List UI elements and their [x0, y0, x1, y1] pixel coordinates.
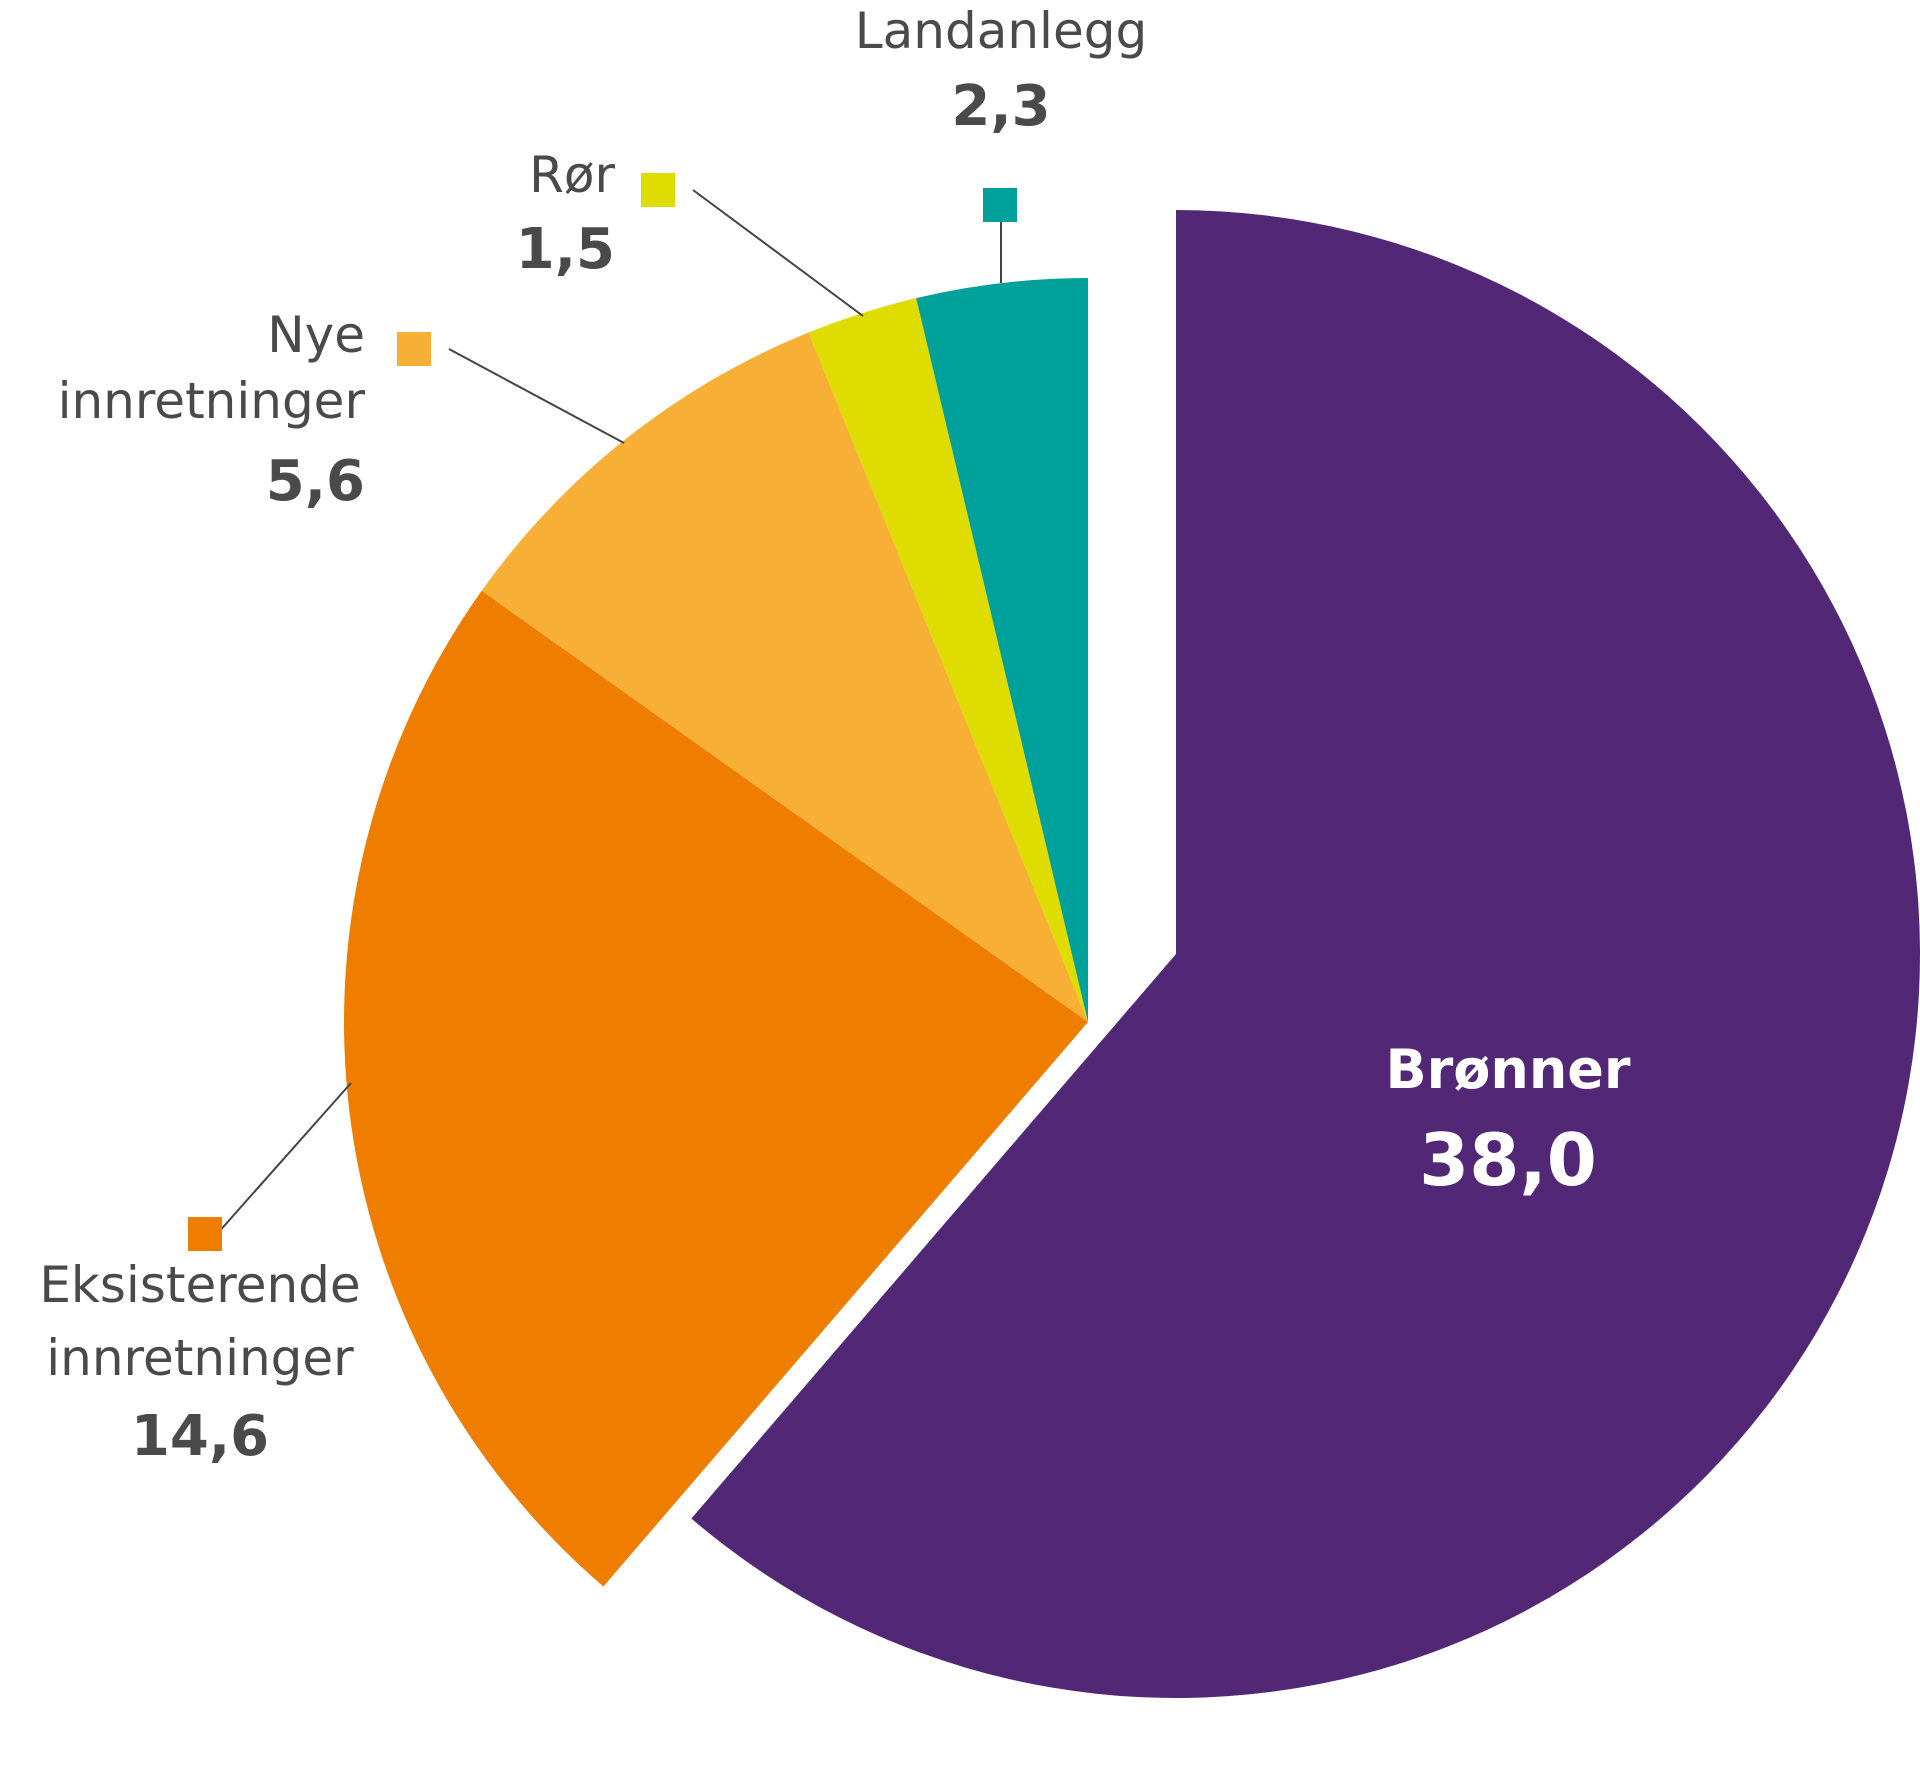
slice-label-nye-innretninger: Nye: [267, 306, 365, 364]
leader-line-eksisterende-innretninger: [216, 1082, 352, 1235]
pie-slice-landanlegg: [916, 278, 1088, 1022]
slice-value-landanlegg: 2,3: [951, 74, 1050, 139]
pie-slices: [343, 210, 1920, 1698]
slice-label-ror: Rør: [529, 146, 615, 204]
pie-slice-eksisterende-innretninger: [343, 590, 1088, 1587]
slice-label-nye-innretninger: innretninger: [58, 372, 366, 430]
slice-labels: Brønner 38,0 Eksisterende innretninger 14,6 N…: [39, 2, 1631, 1469]
leader-line-ror: [692, 189, 864, 317]
slice-label-eksisterende-innretninger: innretninger: [46, 1329, 354, 1387]
legend-marker-nye-innretninger: [397, 332, 431, 366]
legend-marker-ror: [641, 173, 675, 207]
slice-value-eksisterende-innretninger: 14,6: [131, 1404, 269, 1469]
slice-value-ror: 1,5: [516, 217, 615, 282]
leader-lines: [216, 189, 1002, 1235]
legend-marker-landanlegg: [983, 188, 1017, 222]
slice-value-bronner: 38,0: [1419, 1118, 1597, 1202]
slice-label-landanlegg: Landanlegg: [855, 2, 1147, 60]
slice-label-bronner: Brønner: [1385, 1038, 1630, 1101]
legend-marker-eksisterende-innretninger: [188, 1217, 222, 1251]
pie-slice-nye-innretninger: [481, 332, 1088, 1022]
leader-line-nye-innretninger: [448, 348, 625, 444]
pie-slice-bronner: [691, 210, 1920, 1698]
slice-value-nye-innretninger: 5,6: [266, 449, 365, 514]
slice-label-eksisterende-innretninger: Eksisterende: [39, 1256, 360, 1314]
pie-slice-ror: [808, 298, 1088, 1022]
